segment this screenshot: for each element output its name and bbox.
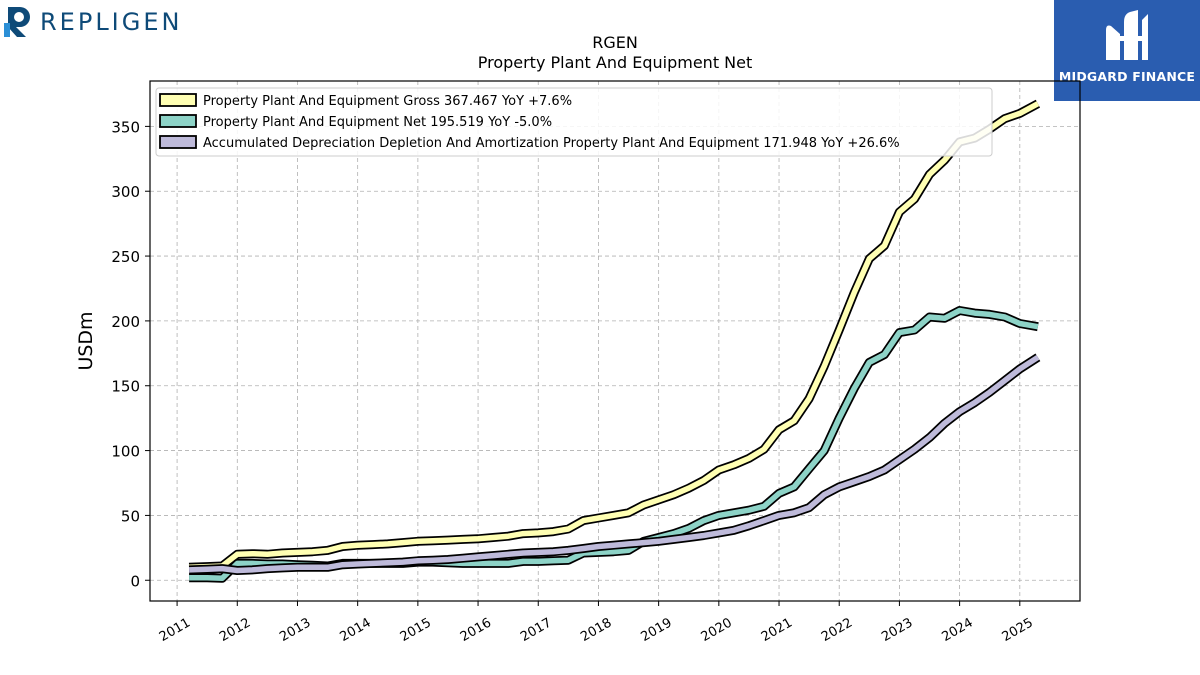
repligen-logo: REPLIGEN [4,4,182,40]
x-tick-label: 2015 [398,615,434,645]
x-tick-label: 2023 [879,615,915,645]
y-axis: 0 50 100 150 200 250 300 350 [111,118,150,590]
y-tick-label: 350 [111,118,140,136]
x-tick-label: 2012 [217,615,253,645]
series-line-accum [188,354,1040,574]
x-tick-label: 2013 [277,615,313,645]
y-tick-label: 0 [130,572,140,590]
legend-swatch-net [159,114,197,128]
series-line-net [189,307,1039,582]
x-axis: 2011 2012 2013 2014 2015 2016 2017 2018 2019 2020… [157,601,1036,645]
legend-entry-net: Property Plant And Equipment Net 195.519… [203,115,552,130]
x-tick-label: 2016 [458,615,494,645]
midgard-finance-logo: MIDGARD FINANCE [1054,0,1200,101]
x-tick-label: 2019 [638,615,674,645]
chart-title: RGEN [592,33,638,52]
legend-entry-gross: Property Plant And Equipment Gross 367.4… [203,94,572,109]
legend-swatch-accum [159,135,197,149]
legend: Property Plant And Equipment Gross 367.4… [155,87,993,157]
y-tick-label: 300 [111,183,140,201]
legend-swatch-gross [159,93,197,107]
y-tick-label: 150 [111,378,140,396]
legend-entry-accum: Accumulated Depreciation Depletion And A… [203,136,900,151]
repligen-r-icon [4,7,30,37]
y-tick-label: 200 [111,313,140,331]
x-tick-label: 2025 [1000,615,1036,645]
midgard-wordmark: MIDGARD FINANCE [1058,69,1196,84]
series-outline-accum [188,353,1041,575]
x-tick-label: 2017 [518,615,554,645]
x-tick-label: 2022 [819,615,855,645]
legend-box [155,87,993,157]
x-tick-label: 2020 [699,615,735,645]
x-tick-label: 2011 [157,615,193,645]
y-tick-label: 250 [111,248,140,266]
x-tick-label: 2018 [578,615,614,645]
x-tick-label: 2021 [759,615,795,645]
chart-subtitle: Property Plant And Equipment Net [478,53,753,72]
series-layer [188,99,1041,583]
y-tick-label: 100 [111,443,140,461]
plot-area-frame [149,80,1081,602]
series-outline-net [189,306,1039,583]
series-line-gross [188,101,1040,571]
midgard-m-icon [1106,10,1148,60]
x-tick-label: 2024 [939,615,975,645]
series-outline-gross [188,99,1041,572]
x-tick-label: 2014 [338,615,374,645]
repligen-wordmark: REPLIGEN [40,8,183,36]
y-axis-label: USDm [75,311,97,370]
y-tick-label: 50 [121,507,140,525]
